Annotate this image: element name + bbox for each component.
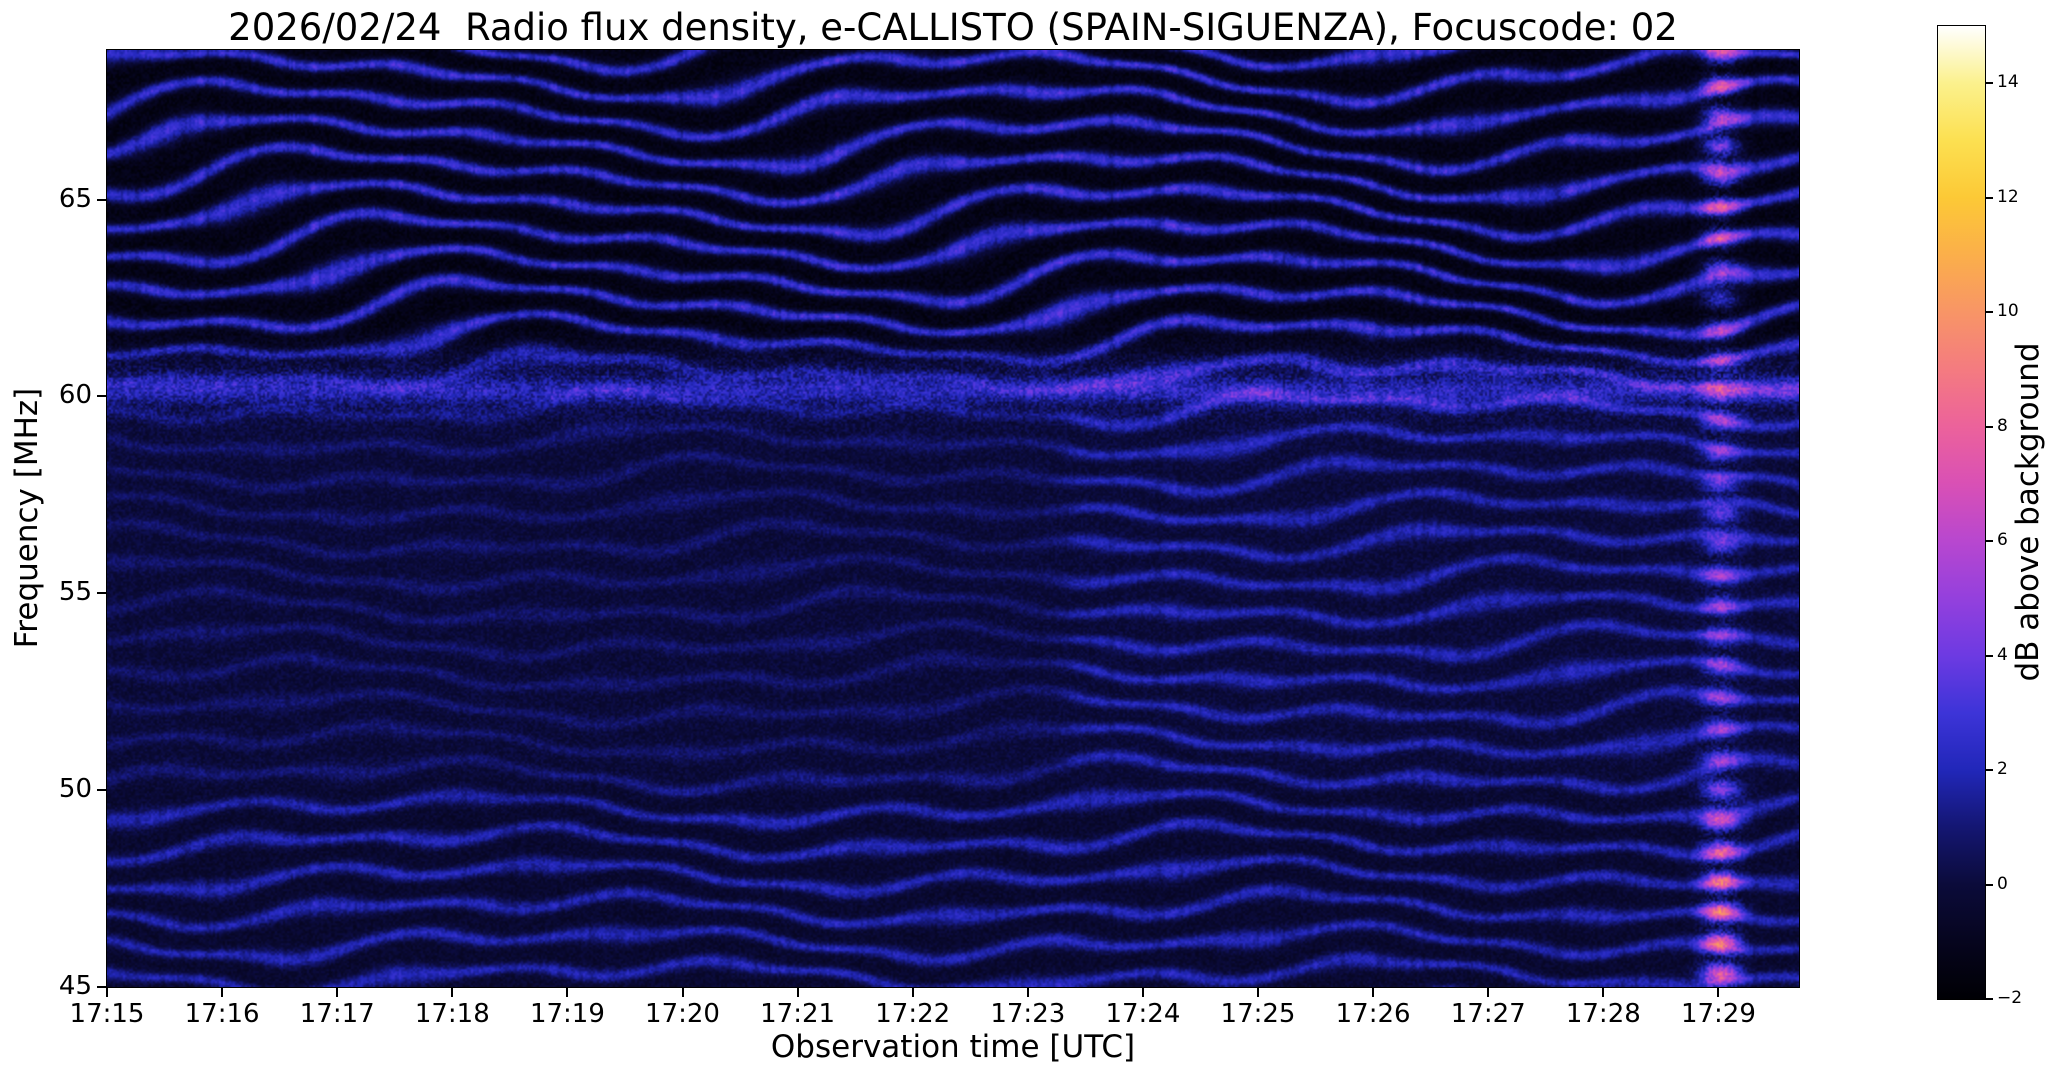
- colorbar-tick-label: 14: [1997, 72, 2019, 93]
- x-tick-mark: [1717, 988, 1720, 997]
- colorbar-tick-label: 10: [1997, 301, 2019, 322]
- x-tick-label: 17:25: [1220, 999, 1296, 1029]
- x-tick-label: 17:17: [299, 999, 375, 1029]
- colorbar-label: dB above background: [2010, 342, 2046, 682]
- colorbar-tick-mark: [1985, 540, 1993, 543]
- y-tick-mark: [97, 986, 106, 988]
- colorbar: [1937, 25, 1986, 1000]
- x-tick-mark: [106, 988, 108, 997]
- x-tick-label: 17:21: [760, 999, 836, 1029]
- x-tick-label: 17:16: [184, 999, 260, 1029]
- colorbar-tick-mark: [1985, 998, 1993, 1000]
- y-axis-label: Frequency [MHz]: [9, 387, 45, 649]
- x-tick-mark: [451, 988, 454, 997]
- y-tick-mark: [97, 592, 106, 595]
- x-tick-label: 17:26: [1335, 999, 1411, 1029]
- x-tick-label: 17:29: [1680, 999, 1756, 1029]
- x-tick-mark: [1257, 988, 1260, 997]
- colorbar-tick-mark: [1985, 654, 1993, 657]
- spectrogram-canvas: [107, 50, 1799, 987]
- colorbar-tick-mark: [1985, 883, 1993, 886]
- x-tick-label: 17:28: [1565, 999, 1641, 1029]
- colorbar-tick-mark: [1985, 82, 1993, 85]
- x-tick-label: 17:15: [69, 999, 145, 1029]
- x-tick-mark: [796, 988, 799, 997]
- x-tick-mark: [911, 988, 914, 997]
- y-tick-mark: [97, 789, 106, 792]
- x-tick-mark: [1372, 988, 1375, 997]
- x-tick-label: 17:22: [875, 999, 951, 1029]
- x-tick-label: 17:20: [645, 999, 720, 1029]
- colorbar-tick-mark: [1985, 425, 1993, 428]
- x-axis-label: Observation time [UTC]: [770, 1029, 1136, 1065]
- colorbar-tick-label: 4: [1997, 644, 2008, 665]
- x-tick-mark: [681, 988, 684, 997]
- x-tick-label: 17:27: [1450, 999, 1526, 1029]
- colorbar-tick-label: −2: [1997, 988, 2023, 1008]
- colorbar-tick-mark: [1985, 769, 1993, 772]
- y-tick-label: 55: [58, 577, 92, 608]
- x-tick-label: 17:24: [1105, 999, 1181, 1029]
- colorbar-tick-label: 6: [1997, 530, 2008, 551]
- x-tick-mark: [1026, 988, 1029, 997]
- x-tick-mark: [336, 988, 339, 997]
- x-tick-label: 17:18: [414, 999, 490, 1029]
- x-tick-mark: [221, 988, 224, 997]
- x-tick-label: 17:19: [529, 999, 605, 1029]
- x-tick-mark: [1487, 988, 1490, 997]
- colorbar-tick-label: 0: [1997, 873, 2008, 894]
- colorbar-tick-mark: [1985, 311, 1993, 314]
- plot-area: [106, 49, 1800, 988]
- colorbar-tick-label: 2: [1997, 759, 2008, 780]
- y-tick-label: 50: [58, 774, 92, 805]
- x-tick-mark: [566, 988, 569, 997]
- x-tick-mark: [1141, 988, 1144, 997]
- colorbar-tick-mark: [1985, 196, 1993, 199]
- colorbar-tick-label: 12: [1997, 186, 2019, 207]
- y-tick-label: 45: [58, 971, 92, 1001]
- x-tick-mark: [1602, 988, 1605, 997]
- y-tick-mark: [97, 198, 106, 201]
- y-tick-label: 60: [58, 380, 92, 411]
- colorbar-tick-label: 8: [1997, 415, 2008, 436]
- y-tick-label: 65: [58, 183, 92, 214]
- chart-title: 2026/02/24 Radio flux density, e-CALLIST…: [228, 6, 1678, 49]
- x-tick-label: 17:23: [990, 999, 1066, 1029]
- y-tick-mark: [97, 395, 106, 398]
